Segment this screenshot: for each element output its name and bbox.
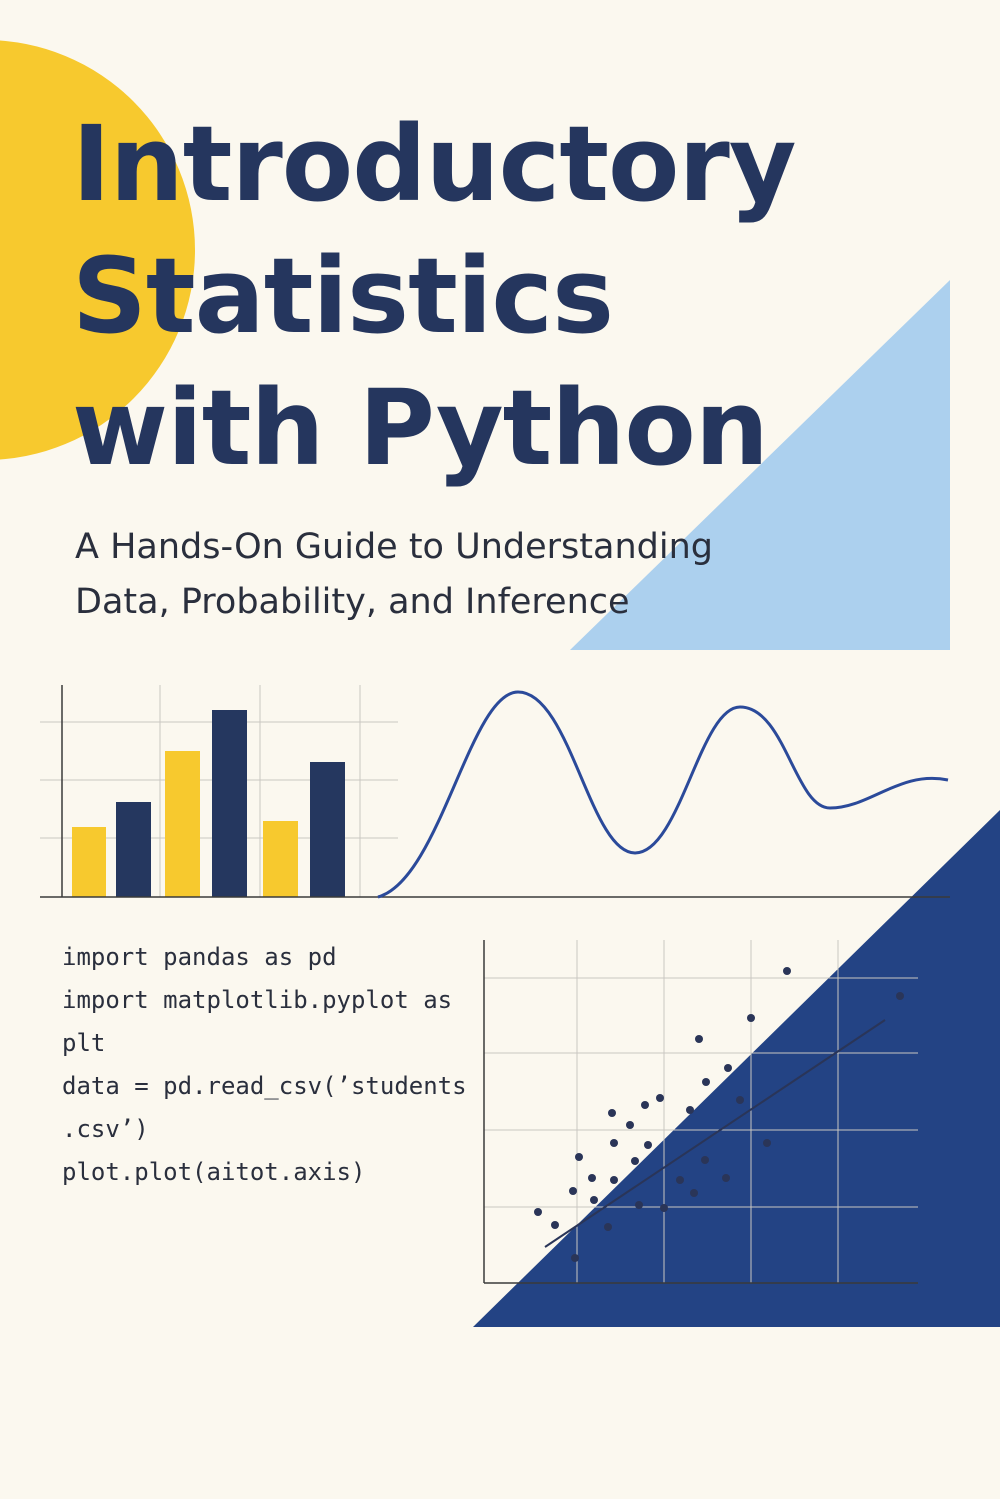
code-line: import matplotlib.pyplot as	[62, 986, 452, 1014]
subtitle: A Hands-On Guide to Understanding Data, …	[75, 527, 713, 622]
dot	[701, 1156, 709, 1164]
bar	[212, 710, 247, 897]
dots	[534, 967, 904, 1262]
dot	[783, 967, 791, 975]
dot	[695, 1035, 703, 1043]
dot	[686, 1106, 694, 1114]
dot	[569, 1187, 577, 1195]
dot	[702, 1078, 710, 1086]
dot	[660, 1204, 668, 1212]
code-block: import pandas as pd import matplotlib.py…	[62, 943, 467, 1186]
bar-illustration	[40, 685, 950, 898]
dot	[534, 1208, 542, 1216]
dot	[626, 1121, 634, 1129]
dark-triangle	[473, 810, 1000, 1327]
title-line: Statistics	[72, 235, 613, 357]
dot	[608, 1109, 616, 1117]
dot	[588, 1174, 596, 1182]
dot	[676, 1176, 684, 1184]
wave	[377, 690, 949, 899]
dot	[747, 1014, 755, 1022]
code-line: import pandas as pd	[62, 943, 337, 971]
title: Introductory Statistics with Python	[72, 103, 797, 489]
bar	[165, 751, 200, 897]
dot	[656, 1094, 664, 1102]
title-line: with Python	[72, 367, 768, 489]
bar	[116, 802, 151, 897]
dot	[631, 1157, 639, 1165]
yellow-circle	[0, 40, 195, 460]
dot	[590, 1196, 598, 1204]
dot	[763, 1139, 771, 1147]
scatter-illustration	[483, 940, 918, 1284]
code-line: .csv’)	[62, 1115, 149, 1143]
dot	[635, 1201, 643, 1209]
title-line: Introductory	[72, 103, 796, 225]
dot	[604, 1223, 612, 1231]
dot	[724, 1064, 732, 1072]
dot	[690, 1189, 698, 1197]
trend-line	[544, 1019, 886, 1248]
subtitle-line: A Hands-On Guide to Understanding	[75, 527, 713, 567]
dot	[571, 1254, 579, 1262]
bar	[263, 821, 298, 897]
dot	[644, 1141, 652, 1149]
code-line: plot.plot(aitot.axis)	[62, 1158, 365, 1186]
subtitle-line: Data, Probability, and Inference	[75, 582, 630, 622]
bar	[310, 762, 345, 897]
dot	[551, 1221, 559, 1229]
code-line: data = pd.read_csv(’students	[62, 1072, 467, 1100]
code-line: plt	[62, 1029, 105, 1057]
dot	[722, 1174, 730, 1182]
bar	[72, 827, 106, 897]
dot	[896, 992, 904, 1000]
light-triangle	[570, 280, 950, 650]
dot	[575, 1153, 583, 1161]
dot	[641, 1101, 649, 1109]
dot	[736, 1096, 744, 1104]
dot	[610, 1176, 618, 1184]
dot	[610, 1139, 618, 1147]
